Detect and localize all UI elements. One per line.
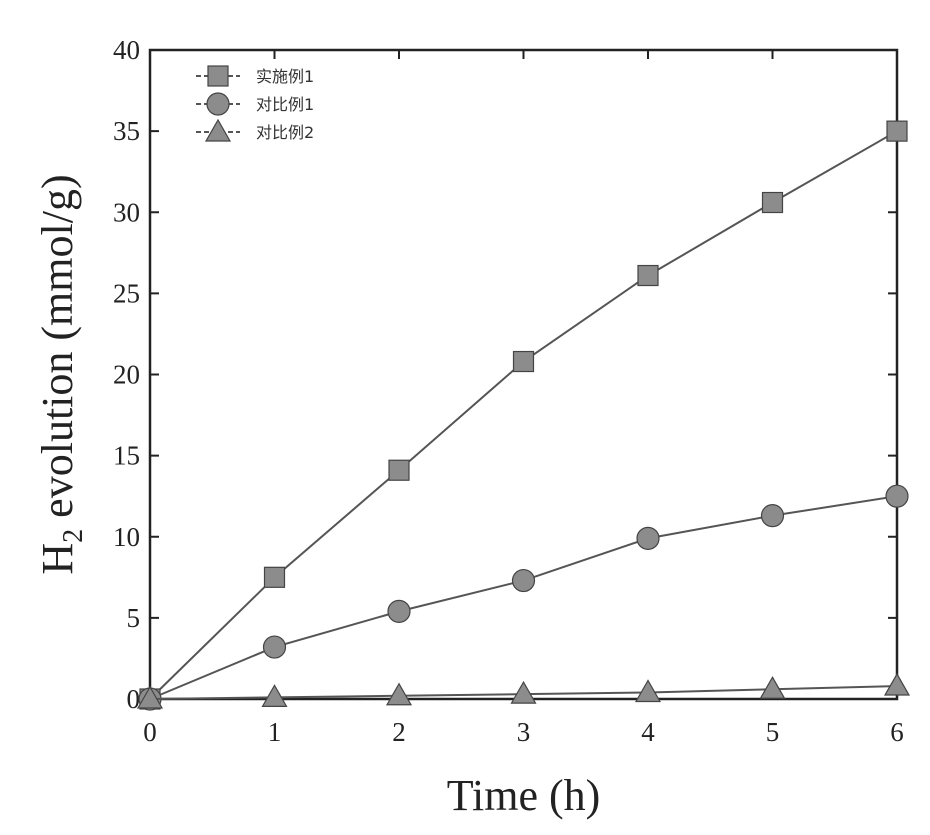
legend-label: 实施例1 (256, 67, 314, 86)
x-tick-label: 0 (143, 717, 157, 747)
series-2-point (513, 570, 535, 592)
x-tick-label: 5 (766, 717, 780, 747)
y-tick-label: 5 (127, 603, 141, 633)
series-3 (138, 674, 909, 708)
plot-frame (150, 50, 897, 699)
legend-entry-1: 实施例1 (196, 66, 314, 86)
series-1-point (514, 352, 534, 372)
series-1-point (763, 193, 783, 213)
series-1-line (150, 131, 897, 699)
x-tick-label: 6 (890, 717, 904, 747)
y-axis-title-rest: evolution (mmol/g) (33, 174, 82, 528)
y-tick-label: 30 (113, 197, 140, 227)
series-3-point (512, 682, 536, 703)
y-axis-title-subscript: 2 (58, 529, 89, 543)
legend-entry-3: 对比例2 (196, 120, 314, 142)
y-tick-label: 40 (113, 35, 140, 65)
y-tick-label: 25 (113, 278, 140, 308)
legend-marker (208, 66, 228, 86)
legend: 实施例1 对比例1 对比例2 (196, 66, 314, 142)
series-2-point (886, 485, 908, 507)
axes: 0 1 2 3 4 5 6 0 5 10 15 20 25 30 35 40 (113, 35, 904, 747)
legend-marker (206, 120, 230, 141)
x-tick-label: 1 (268, 717, 282, 747)
x-tick-label: 4 (641, 717, 655, 747)
series-1-point (389, 460, 409, 480)
series-3-point (761, 677, 785, 698)
series-1-point (638, 266, 658, 286)
series-3-point (885, 674, 909, 695)
series-2-point (637, 527, 659, 549)
legend-label: 对比例1 (256, 95, 314, 114)
y-tick-label: 10 (113, 522, 140, 552)
legend-label: 对比例2 (256, 123, 314, 142)
y-tick-label: 15 (113, 441, 140, 471)
chart: 0 1 2 3 4 5 6 0 5 10 15 20 25 30 35 40 实施例1 对比例1 对比例2 Tim… (0, 0, 930, 835)
series-3-point (387, 684, 411, 705)
series-2-point (762, 505, 784, 527)
y-axis-title-main: H (33, 543, 82, 575)
series-3-point (636, 681, 660, 702)
series-1-point (265, 567, 285, 587)
legend-entry-2: 对比例1 (196, 93, 314, 115)
y-tick-label: 0 (127, 684, 141, 714)
legend-marker (207, 93, 229, 115)
x-tick-label: 2 (392, 717, 406, 747)
y-tick-label: 20 (113, 360, 140, 390)
series-2-point (388, 600, 410, 622)
y-tick-label: 35 (113, 116, 140, 146)
y-axis-title: H2 evolution (mmol/g) (33, 174, 89, 574)
x-axis-title: Time (h) (447, 771, 601, 820)
series-3-point (263, 685, 287, 706)
series-1 (140, 121, 907, 709)
series-1-point (887, 121, 907, 141)
series-layer (138, 121, 909, 710)
x-tick-label: 3 (517, 717, 531, 747)
series-2-point (264, 636, 286, 658)
series-2-line (150, 496, 897, 699)
line-chart: 0 1 2 3 4 5 6 0 5 10 15 20 25 30 35 40 实施例1 对比例1 对比例2 Tim… (0, 0, 930, 835)
